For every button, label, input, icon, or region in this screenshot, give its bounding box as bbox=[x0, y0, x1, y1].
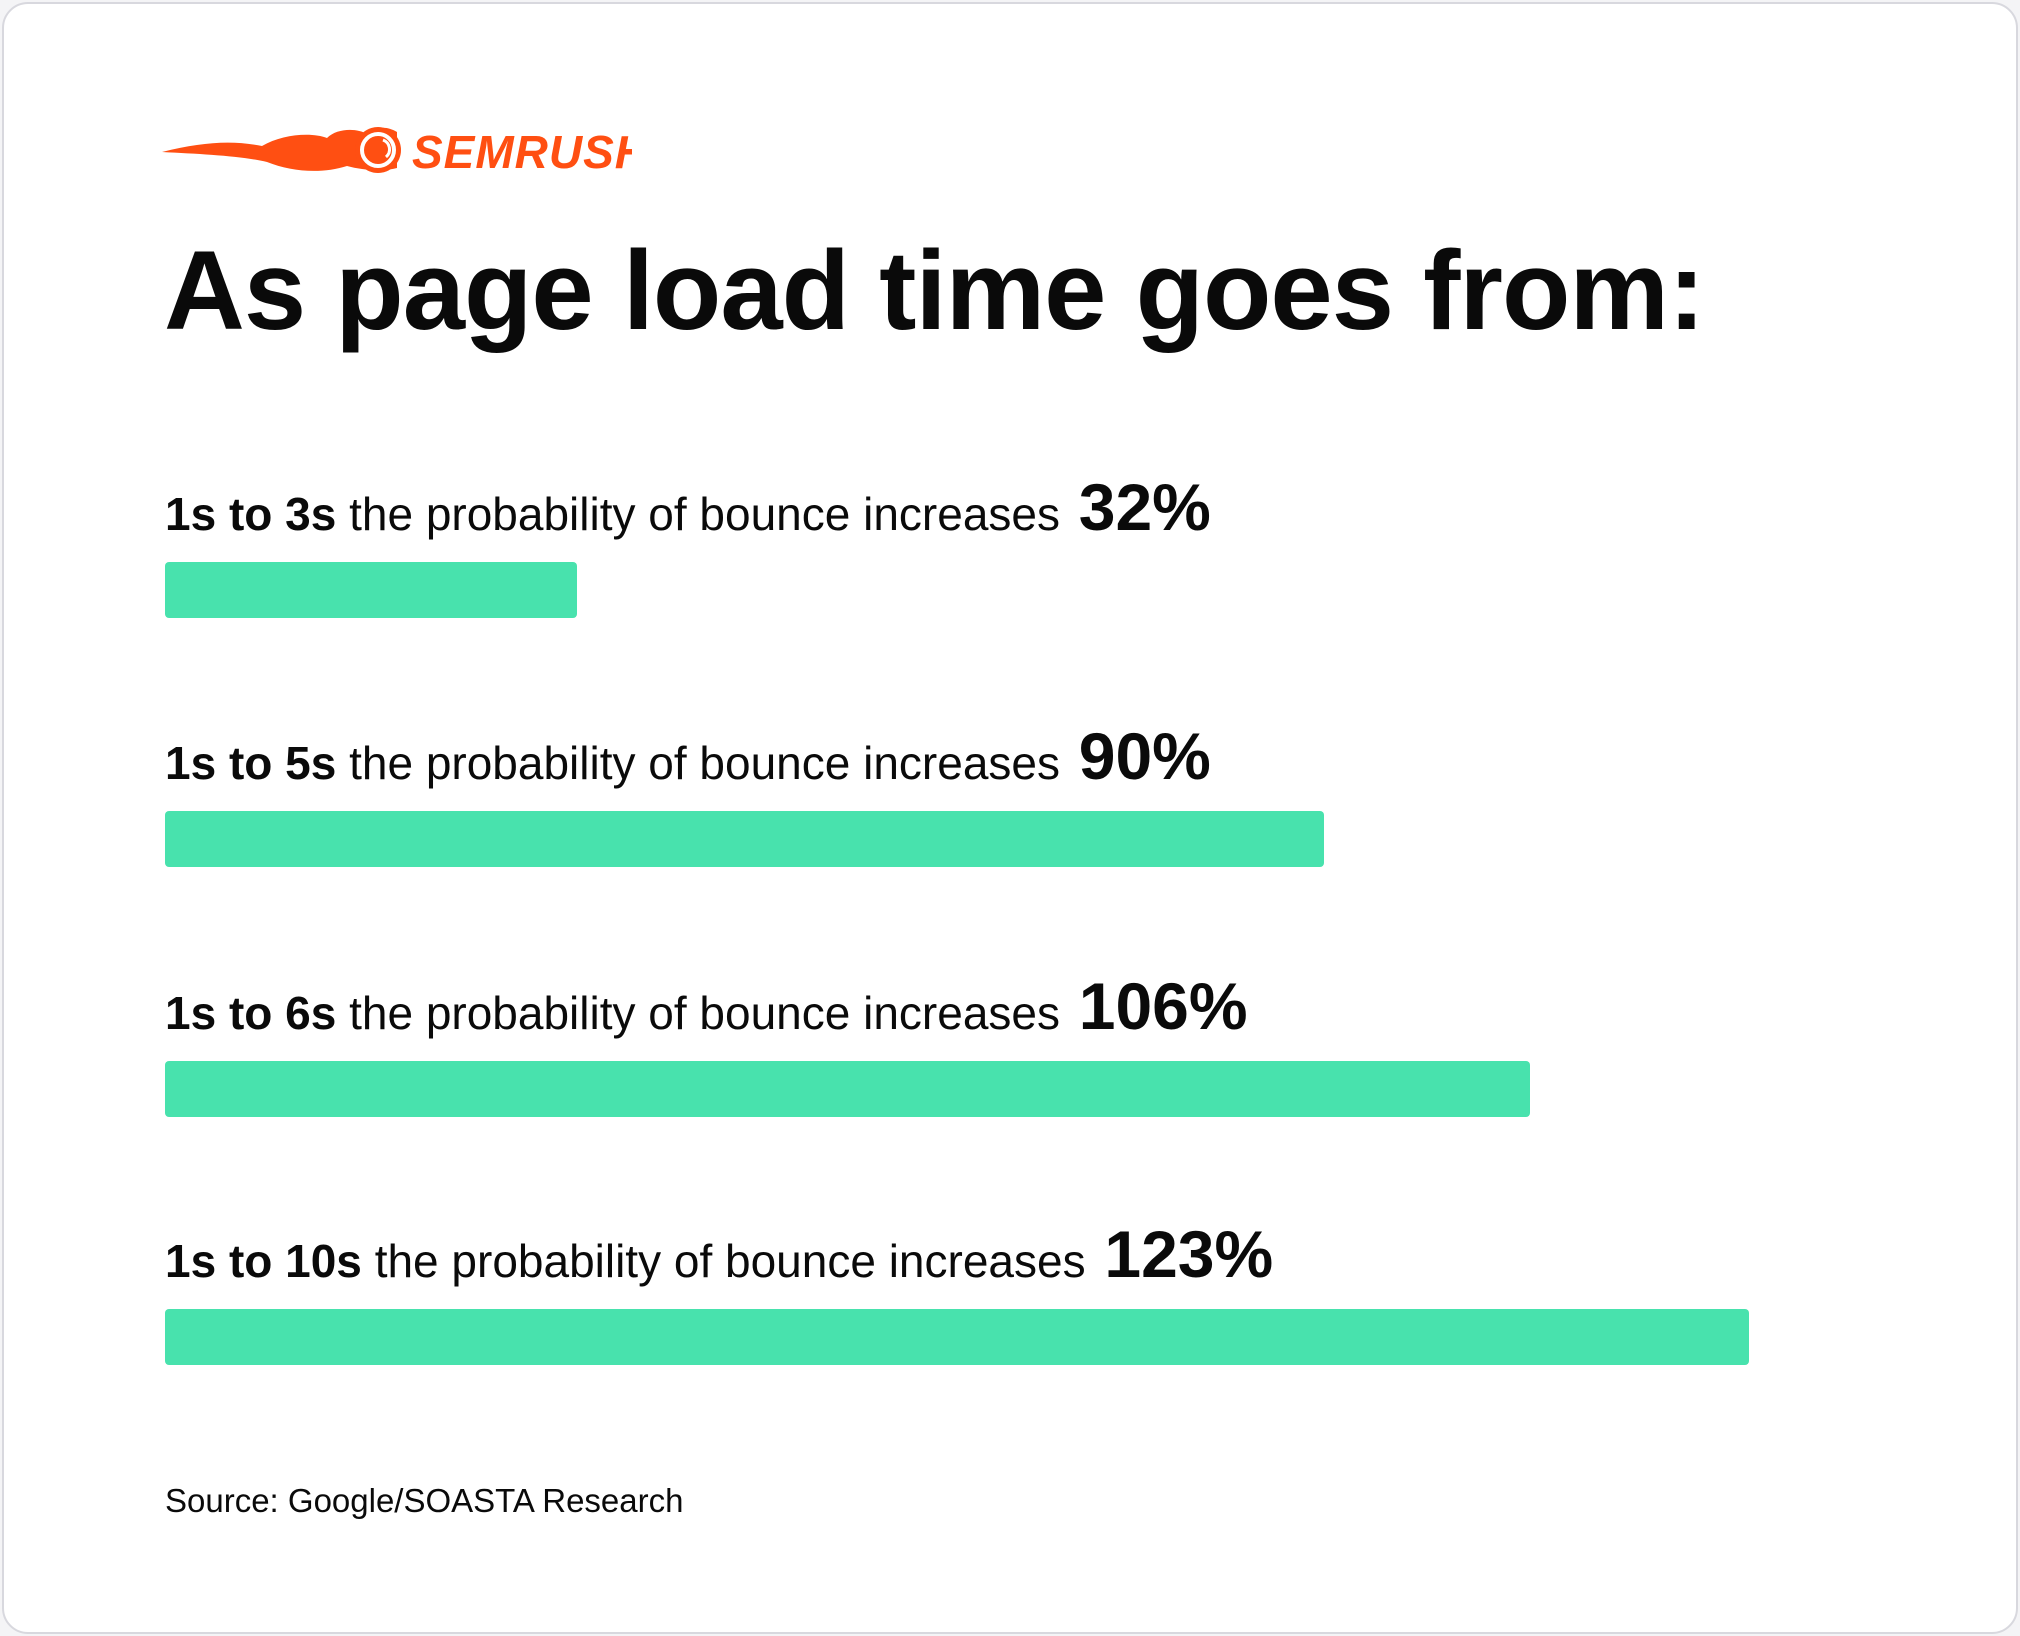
label-text: the probability of bounce increases bbox=[349, 488, 1060, 540]
bar-row: 1s to 10s the probability of bounce incr… bbox=[165, 1219, 1750, 1365]
bar-label: 1s to 10s the probability of bounce incr… bbox=[165, 1219, 1273, 1289]
category-label: 1s to 5s bbox=[165, 737, 337, 789]
bar-row: 1s to 5s the probability of bounce incre… bbox=[165, 721, 1325, 867]
bar-label: 1s to 3s the probability of bounce incre… bbox=[165, 472, 1211, 542]
semrush-logo: SEMRUSH bbox=[162, 126, 632, 176]
bar bbox=[165, 562, 578, 618]
bar bbox=[165, 1309, 1750, 1365]
svg-text:SEMRUSH: SEMRUSH bbox=[412, 126, 632, 176]
category-label: 1s to 3s bbox=[165, 488, 337, 540]
label-text: the probability of bounce increases bbox=[374, 1235, 1086, 1287]
value-label: 106% bbox=[1078, 969, 1248, 1043]
value-label: 123% bbox=[1104, 1217, 1274, 1291]
bar-label: 1s to 5s the probability of bounce incre… bbox=[165, 721, 1211, 791]
value-label: 90% bbox=[1078, 719, 1211, 793]
bar-row: 1s to 3s the probability of bounce incre… bbox=[165, 472, 1211, 618]
source-note: Source: Google/SOASTA Research bbox=[165, 1482, 684, 1519]
bar bbox=[165, 811, 1325, 867]
value-label: 32% bbox=[1078, 470, 1211, 544]
category-label: 1s to 10s bbox=[165, 1235, 362, 1287]
page-title: As page load time goes from: bbox=[164, 228, 1705, 353]
label-text: the probability of bounce increases bbox=[349, 987, 1060, 1039]
bar-label: 1s to 6s the probability of bounce incre… bbox=[165, 971, 1248, 1041]
category-label: 1s to 6s bbox=[165, 987, 337, 1039]
label-text: the probability of bounce increases bbox=[349, 737, 1060, 789]
bar-row: 1s to 6s the probability of bounce incre… bbox=[165, 971, 1531, 1117]
bar bbox=[165, 1061, 1531, 1117]
